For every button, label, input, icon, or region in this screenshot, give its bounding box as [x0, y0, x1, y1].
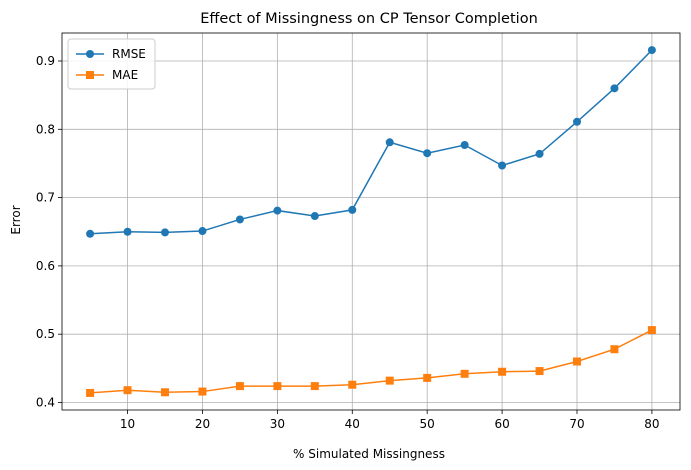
x-tick-label: 40: [345, 417, 360, 431]
data-point-rmse: [235, 215, 244, 224]
series-line-rmse: [90, 49, 653, 235]
y-tick-label: 0.5: [36, 327, 55, 341]
legend-item: RMSE: [76, 47, 146, 61]
data-point-mae: [198, 387, 207, 396]
data-point-mae: [273, 382, 282, 391]
data-point-mae: [385, 376, 394, 385]
plot-frame: [61, 32, 681, 411]
y-tick-label: 0.8: [36, 122, 55, 136]
data-point-rmse: [161, 228, 169, 237]
data-point-rmse: [198, 227, 207, 236]
data-point-rmse: [535, 149, 544, 158]
legend: RMSE MAE: [67, 38, 156, 90]
data-point-rmse: [86, 229, 95, 238]
data-point-rmse: [123, 227, 132, 236]
data-point-rmse: [498, 161, 507, 170]
y-axis-label: Error: [9, 205, 23, 234]
data-point-rmse: [647, 46, 656, 55]
x-tick-label: 10: [120, 417, 135, 431]
series-group: [86, 46, 656, 397]
data-point-mae: [498, 367, 507, 376]
data-point-rmse: [423, 149, 432, 158]
y-tick-label: 0.6: [36, 259, 55, 273]
x-tick-label: 20: [195, 417, 210, 431]
data-point-mae: [348, 380, 357, 389]
data-point-rmse: [348, 205, 357, 214]
legend-marker-square: [86, 71, 94, 79]
y-tick-label: 0.7: [36, 191, 55, 205]
legend-label: RMSE: [112, 47, 146, 61]
data-point-mae: [647, 326, 656, 335]
data-point-mae: [123, 386, 132, 395]
data-point-mae: [161, 388, 169, 397]
data-point-mae: [423, 373, 432, 382]
data-point-rmse: [385, 138, 394, 147]
data-point-rmse: [460, 141, 469, 150]
legend-label: MAE: [112, 68, 138, 82]
data-point-mae: [573, 357, 581, 366]
data-point-rmse: [573, 117, 581, 126]
data-point-rmse: [610, 84, 619, 93]
x-tick-label: 80: [644, 417, 659, 431]
data-point-mae: [86, 388, 95, 397]
data-point-rmse: [310, 212, 319, 221]
data-point-mae: [460, 369, 469, 378]
series-line-mae: [90, 329, 653, 394]
axis-ticks: 10 20 30 40 50 60 70 80 0.4 0.5 0.6 0.7 0.8 0.9: [36, 54, 660, 431]
legend-marker-circle: [86, 50, 94, 58]
data-point-mae: [535, 367, 544, 376]
x-tick-label: 30: [270, 417, 285, 431]
y-tick-label: 0.4: [36, 395, 55, 409]
legend-item: MAE: [76, 68, 138, 82]
chart-title: Effect of Missingness on CP Tensor Compl…: [200, 11, 538, 27]
grid-lines: [62, 33, 680, 410]
data-point-mae: [310, 382, 319, 391]
x-tick-label: 70: [569, 417, 584, 431]
x-tick-label: 50: [420, 417, 435, 431]
x-axis-label: % Simulated Missingness: [293, 447, 445, 461]
y-tick-label: 0.9: [36, 54, 55, 68]
data-point-rmse: [273, 206, 282, 215]
data-point-mae: [235, 382, 244, 391]
data-point-mae: [610, 345, 619, 354]
x-tick-label: 60: [494, 417, 509, 431]
